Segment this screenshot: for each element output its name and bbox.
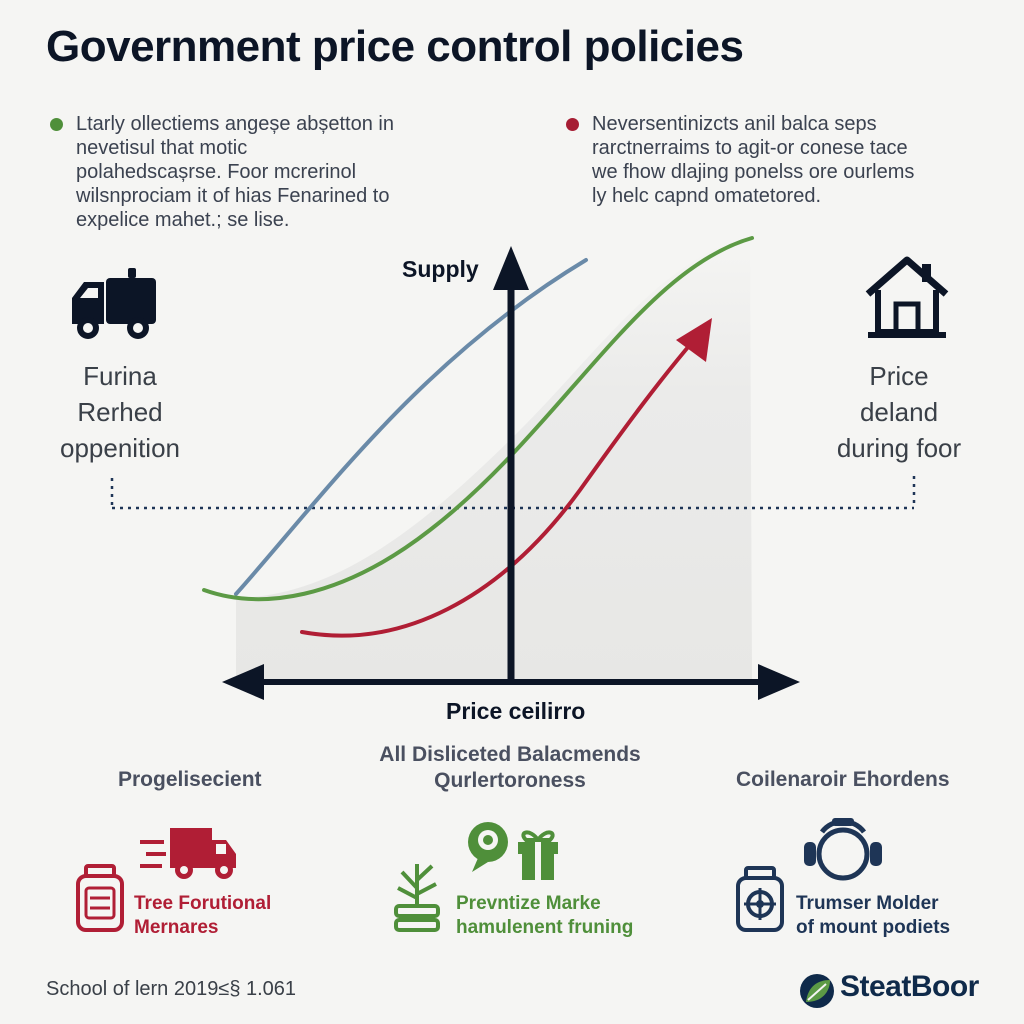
- red-arrowhead: [676, 318, 712, 362]
- y-axis-label: Supply: [402, 256, 479, 282]
- column-heading-1: Progelisecient: [118, 768, 262, 791]
- red-curve: [300, 338, 696, 638]
- shaded-area: [236, 236, 752, 680]
- side-label-line: Rerhed: [77, 397, 163, 427]
- column-text-line: Tree Forutional: [134, 893, 272, 914]
- column-text-line: Prevntize Marke: [456, 893, 601, 914]
- column-text-line: Mernares: [134, 917, 219, 938]
- x-axis-label: Price ceilirro: [446, 698, 586, 724]
- x-axis-arrow-left: [222, 664, 264, 700]
- note-left-line: nevetisul that motic: [76, 137, 248, 159]
- note-left: Ltarly ollectiems angeșe abșetton in nev…: [50, 112, 394, 232]
- column-heading-3: Coilenaroir Ehordens: [736, 768, 950, 791]
- note-left-line: Ltarly ollectiems angeșe abșetton in: [76, 113, 394, 135]
- side-label-line: oppenition: [60, 433, 180, 463]
- mid-caption: All Disliceted Balacmends Qurlertoroness: [300, 742, 720, 794]
- fast-truck-icon: [140, 828, 236, 879]
- delivery-truck-icon: [72, 268, 156, 339]
- side-label-line: Furina: [83, 361, 157, 391]
- note-right-line: Neversentinizcts anil balca seps: [592, 113, 877, 135]
- column-text-2: Prevntize Marke hamulenent fruning: [456, 892, 633, 940]
- search-chat-icon: [468, 822, 508, 872]
- note-right-line: rarctnerraims to agit-or conese tace: [592, 137, 908, 159]
- green-bullet-icon: [50, 118, 63, 131]
- gift-box-icon: [518, 830, 558, 880]
- note-right-line: we fhow dlajing ponelss ore ourlems: [592, 161, 915, 183]
- leaf-logo-icon: [800, 974, 834, 1008]
- headset-icon: [804, 818, 882, 881]
- side-label-right: Price deland during foor: [816, 358, 982, 466]
- page-title: Government price control policies: [46, 22, 744, 71]
- side-label-line: deland: [859, 397, 939, 427]
- footer-text: School of lern 2019≤§ 1.061: [46, 978, 297, 1000]
- x-axis-arrow-right: [758, 664, 800, 700]
- side-label-left: Furina Rerhed oppenition: [40, 358, 200, 466]
- brand-logo-text: SteatBoor: [840, 970, 979, 1003]
- gear-jar-icon: [736, 866, 784, 932]
- side-label-line: Price: [869, 361, 929, 391]
- mid-caption-line: Qurlertoroness: [434, 769, 586, 792]
- blue-curve: [234, 258, 588, 596]
- note-left-line: expelice mahet.; se lise.: [76, 209, 290, 231]
- column-text-line: hamulenent fruning: [456, 917, 634, 938]
- column-text-1: Tree Forutional Mernares: [134, 892, 271, 940]
- note-right-line: ly helc capnd omatetored.: [592, 185, 822, 207]
- house-icon: [865, 256, 949, 338]
- red-bullet-icon: [566, 118, 579, 131]
- y-axis-arrow: [493, 246, 529, 290]
- side-label-line: during foor: [836, 433, 962, 463]
- green-curve: [202, 236, 754, 602]
- note-right: Neversentinizcts anil balca seps rarctne…: [566, 112, 915, 208]
- note-left-line: polahedscașrse. Foor mcrerinol: [76, 161, 357, 183]
- plant-icon: [394, 864, 440, 932]
- note-left-line: wilsnprociam it of hias Fenarined to: [76, 185, 390, 207]
- column-text-line: Trumser Molder: [796, 893, 939, 914]
- jar-icon: [76, 864, 124, 932]
- column-text-3: Trumser Molder of mount podiets: [796, 892, 950, 940]
- column-text-line: of mount podiets: [796, 917, 951, 938]
- mid-caption-line: All Disliceted Balacmends: [379, 743, 641, 766]
